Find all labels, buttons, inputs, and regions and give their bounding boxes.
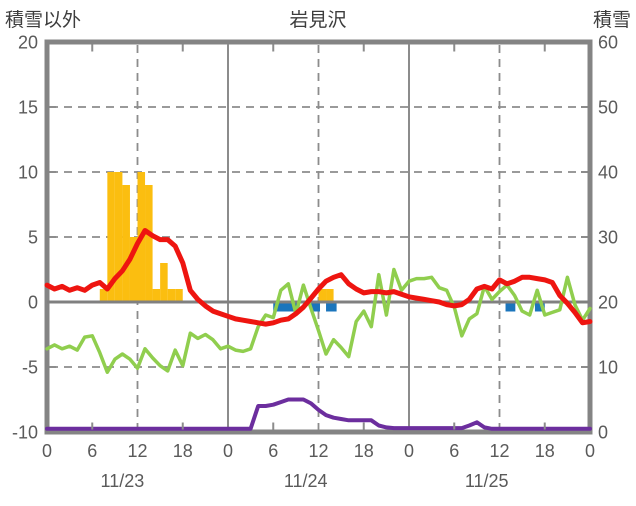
right-axis-tick-label: 0	[598, 423, 608, 443]
station-title: 岩見沢	[289, 10, 347, 31]
right-axis-tick-label: 10	[598, 358, 618, 378]
date-label: 11/25	[465, 471, 509, 491]
precipitation-bar	[152, 289, 161, 302]
hour-tick-label: 6	[87, 441, 97, 461]
left-axis-tick-label: 20	[18, 33, 38, 53]
left-axis-tick-label: 0	[28, 293, 38, 313]
left-axis-tick-label: 5	[28, 228, 38, 248]
hour-tick-label: 18	[535, 441, 555, 461]
precipitation-bar	[326, 289, 334, 302]
hour-tick-label: 6	[268, 441, 278, 461]
hour-tick-label: 0	[404, 441, 414, 461]
hour-tick-label: 18	[354, 441, 374, 461]
precipitation-bar	[107, 172, 115, 302]
right-axis-title: 積雪	[592, 10, 631, 31]
blue-mark	[505, 303, 516, 312]
hour-tick-label: 0	[42, 441, 52, 461]
temperature-line	[44, 228, 593, 327]
hour-tick-label: 0	[223, 441, 233, 461]
right-axis-tick-label: 60	[598, 33, 618, 53]
precipitation-bar	[145, 185, 153, 302]
precipitation-bar	[175, 289, 183, 302]
right-axis-tick-label: 30	[598, 228, 618, 248]
right-axis-tick-label: 50	[598, 98, 618, 118]
left-axis-tick-label: 15	[18, 98, 38, 118]
hour-tick-label: 12	[308, 441, 328, 461]
precipitation-bar	[167, 289, 176, 302]
hour-tick-label: 12	[489, 441, 509, 461]
hour-tick-label: 18	[173, 441, 193, 461]
green-line	[45, 267, 592, 374]
snow-depth-line	[45, 397, 592, 431]
blue-mark	[273, 303, 300, 312]
hour-tick-label: 6	[449, 441, 459, 461]
blue-mark	[534, 303, 545, 312]
precipitation-bar	[129, 237, 138, 302]
right-axis-tick-label: 20	[598, 293, 618, 313]
plot-frame	[44, 39, 593, 435]
precipitation-bar	[114, 172, 123, 302]
date-label: 11/24	[284, 471, 328, 491]
left-axis-tick-label: -5	[22, 358, 38, 378]
precipitation-bar	[318, 289, 327, 302]
blue-mark	[310, 303, 321, 312]
precipitation-bar	[99, 289, 108, 302]
precipitation-bar	[160, 263, 168, 302]
date-label: 11/23	[101, 471, 145, 491]
left-axis-tick-label: -10	[12, 423, 38, 443]
left-axis-tick-label: 10	[18, 163, 38, 183]
blue-mark	[326, 303, 337, 312]
left-axis-title: 積雪以外	[5, 10, 82, 31]
hour-tick-label: 12	[127, 441, 147, 461]
precipitation-bar	[122, 185, 130, 302]
right-axis-tick-label: 40	[598, 163, 618, 183]
hour-tick-label: 0	[585, 441, 595, 461]
